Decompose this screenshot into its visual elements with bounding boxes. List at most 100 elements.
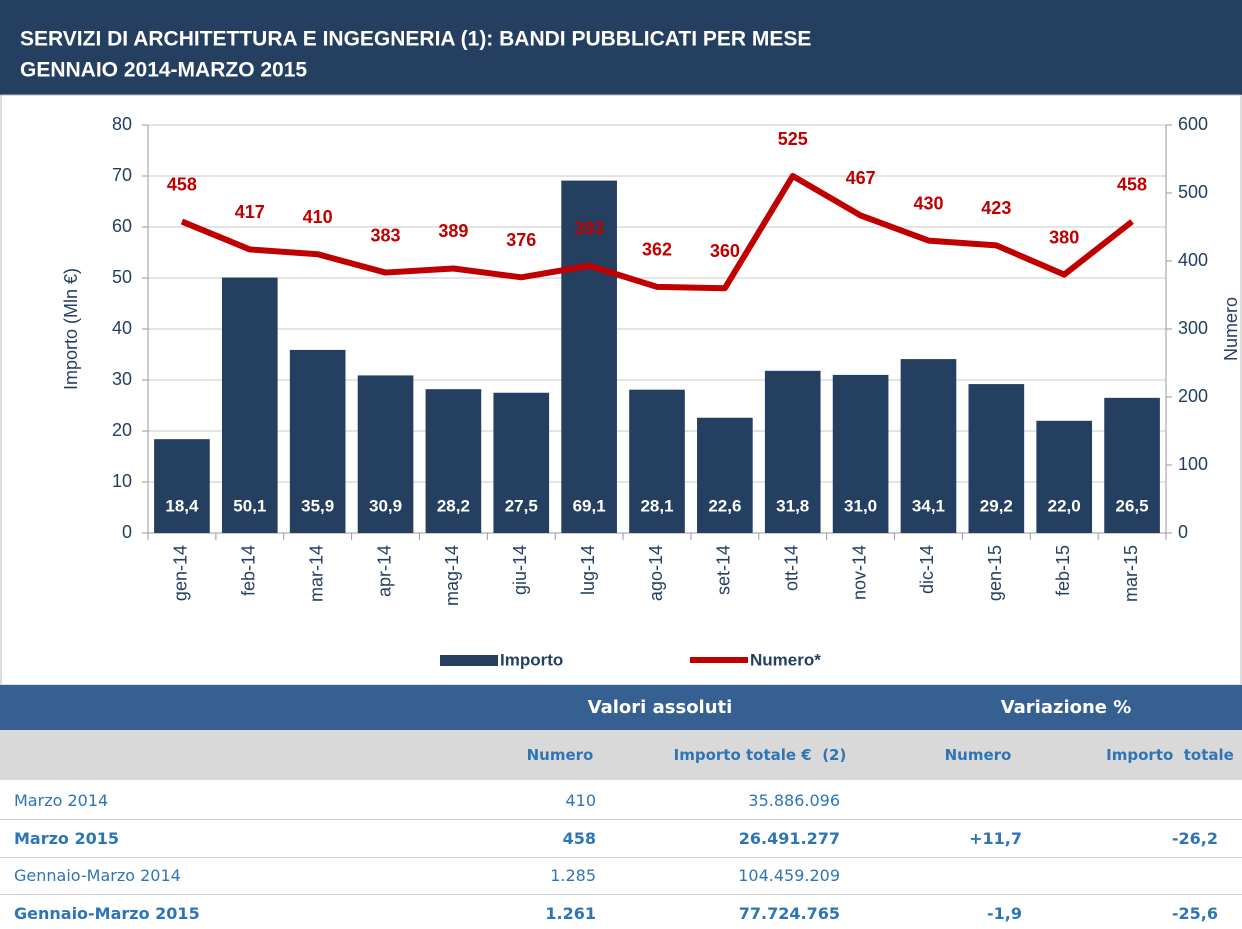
y2-axis-label: Numero (1221, 297, 1241, 361)
bar-value-label: 31,8 (776, 496, 809, 515)
line-value-label: 383 (371, 225, 401, 245)
bar-value-label: 22,0 (1048, 496, 1081, 515)
cell: 104.459.209 (738, 866, 840, 885)
y2-tick-label: 100 (1178, 454, 1208, 474)
bar-value-label: 28,1 (640, 496, 673, 515)
bar (697, 417, 753, 533)
row-rule (0, 894, 1242, 895)
y2-tick-label: 0 (1178, 522, 1188, 542)
line-value-label: 380 (1049, 227, 1079, 247)
header-band (0, 0, 1242, 95)
y-axis-label: Importo (Mln €) (61, 268, 81, 390)
x-tick-label: giu-14 (510, 545, 530, 595)
x-tick-label: mar-14 (306, 545, 326, 602)
column-header: Importo totale € (2) (673, 746, 847, 764)
chart-title: SERVIZI DI ARCHITETTURA E INGEGNERIA (1)… (20, 28, 811, 51)
legend-swatch (440, 655, 498, 666)
bar-value-label: 28,2 (437, 496, 470, 515)
bar-value-label: 22,6 (708, 496, 741, 515)
cell: +11,7 (969, 828, 1022, 848)
cell: 26.491.277 (738, 828, 840, 848)
row-label: Marzo 2014 (14, 791, 109, 810)
bar (900, 359, 957, 533)
bar (629, 389, 685, 533)
bar (1104, 397, 1160, 533)
y-tick-label: 40 (112, 318, 132, 338)
bar (493, 392, 550, 533)
x-tick-label: feb-15 (1053, 545, 1073, 596)
y2-tick-label: 600 (1178, 114, 1208, 134)
row-rule (0, 856, 1242, 858)
table: Valori assoluti Variazione % Numero Importo… (0, 685, 1242, 929)
bar (357, 375, 414, 533)
x-tick-label: mag-14 (442, 545, 462, 606)
bar-value-label: 34,1 (912, 496, 945, 515)
group-header-row (0, 685, 1242, 730)
y2-tick-label: 300 (1178, 318, 1208, 338)
bar (968, 384, 1025, 533)
line (180, 173, 1134, 292)
x-tick-label: ago-14 (646, 545, 666, 601)
cell: 77.724.765 (738, 903, 840, 923)
line-value-label: 417 (235, 202, 265, 222)
bar (832, 374, 889, 533)
line-value-label: 410 (303, 207, 333, 227)
cell: -1,9 (987, 903, 1022, 923)
chart-subtitle: GENNAIO 2014-MARZO 2015 (20, 59, 307, 82)
bar-value-label: 27,5 (505, 496, 538, 515)
x-tick-label: mar-15 (1121, 545, 1141, 602)
cell: 35.886.096 (748, 791, 840, 810)
line-value-label: 458 (167, 174, 197, 194)
y-tick-label: 20 (112, 420, 132, 440)
x-tick-label: nov-14 (849, 545, 869, 600)
y2-tick-label: 400 (1178, 250, 1208, 270)
bar-value-label: 26,5 (1116, 496, 1149, 515)
y-tick-label: 10 (112, 471, 132, 491)
y-tick-label: 70 (112, 165, 132, 185)
line-value-label: 430 (913, 193, 943, 213)
bar-value-label: 18,4 (165, 496, 199, 515)
y2-tick-label: 200 (1178, 386, 1208, 406)
y2-tick-label: 500 (1178, 182, 1208, 202)
bar-value-label: 69,1 (573, 496, 606, 515)
line-value-label: 423 (981, 198, 1011, 218)
bar (289, 349, 346, 533)
bar-value-label: 30,9 (369, 496, 402, 515)
y-tick-label: 30 (112, 369, 132, 389)
bar (1036, 420, 1093, 533)
bar-value-label: 50,1 (233, 496, 266, 515)
x-tick-label: gen-15 (985, 545, 1005, 601)
line-value-label: 389 (438, 221, 468, 241)
cell: 410 (565, 791, 596, 810)
chart-frame (0, 94, 1242, 685)
line-value-label: 362 (642, 240, 672, 260)
bar (221, 277, 278, 533)
cell: 458 (562, 828, 596, 848)
group-header: Valori assoluti (587, 697, 733, 718)
x-tick-label: feb-14 (239, 545, 259, 596)
x-tick-label: gen-14 (171, 545, 191, 601)
x-tick-label: ott-14 (781, 545, 801, 591)
cell: 1.285 (550, 866, 596, 885)
x-tick-label: dic-14 (917, 545, 937, 594)
line-value-label: 393 (574, 219, 604, 239)
cell: -25,6 (1171, 903, 1218, 923)
row-label: Gennaio-Marzo 2015 (14, 903, 200, 923)
y-tick-label: 0 (122, 522, 132, 542)
legend-label: Numero* (750, 650, 821, 669)
line-value-label: 467 (846, 168, 876, 188)
y-tick-label: 60 (112, 216, 132, 236)
bar (154, 439, 210, 533)
cell: -26,2 (1171, 828, 1218, 848)
cell: 1.261 (545, 903, 596, 923)
x-tick-label: set-14 (714, 545, 734, 595)
bar (425, 389, 482, 533)
bar-value-label: 31,0 (844, 496, 877, 515)
bar-value-label: 29,2 (980, 496, 1013, 515)
bar-value-label: 35,9 (301, 496, 334, 515)
group-header: Variazione % (1000, 697, 1132, 718)
x-tick-label: apr-14 (374, 545, 394, 597)
column-header: Numero (526, 746, 594, 764)
column-header-row (0, 730, 1242, 780)
